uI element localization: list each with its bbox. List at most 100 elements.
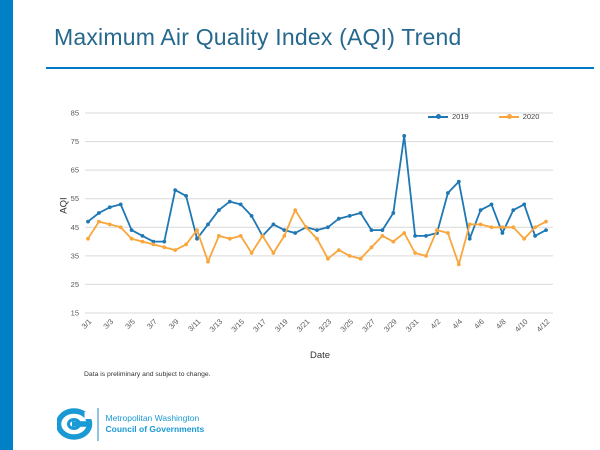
x-tick-label: 3/1 [80,317,94,331]
data-point-2019-3/8 [162,239,167,244]
data-point-2019-3/15 [238,202,243,207]
data-point-2020-4/1 [424,254,428,258]
data-point-2019-3/12 [206,222,210,227]
x-tick-label: 4/10 [513,317,530,334]
data-point-2020-3/3 [107,222,112,227]
x-tick-label: 4/8 [494,317,508,331]
data-point-2019-4/7 [489,202,494,207]
cog-emblem-icon [57,408,93,440]
legend-label-2020: 2020 [522,112,540,121]
data-point-2020-3/25 [347,254,352,258]
data-point-2020-4/6 [478,222,483,227]
chart-legend: 2019 2020 [428,112,539,121]
x-axis-title: Date [309,350,331,361]
data-point-2020-3/29 [391,239,396,244]
data-point-2019-4/10 [522,202,527,207]
x-tick-label: 3/9 [167,317,181,331]
data-point-2019-3/25 [347,214,352,218]
data-point-2019-4/1 [424,234,428,238]
data-point-2019-3/18 [271,222,276,227]
data-point-2020-3/6 [140,239,145,244]
data-point-2020-3/28 [380,234,385,238]
logo-divider [97,407,99,441]
data-point-2020-3/18 [271,251,276,255]
data-point-2020-3/14 [227,236,232,241]
legend-item-2019: 2019 [428,112,469,121]
data-point-2020-4/5 [467,222,472,227]
data-point-2019-3/19 [282,228,287,233]
data-point-2019-4/9 [511,208,516,213]
x-tick-label: 3/3 [101,317,115,331]
data-point-2019-4/3 [446,191,450,195]
x-tick-label: 3/15 [229,317,246,334]
x-tick-label: 3/21 [295,317,312,334]
legend-swatch-2020-icon [498,114,519,119]
x-tick-label: 4/6 [472,317,486,331]
data-point-2019-3/23 [326,225,330,230]
data-point-2020-4/10 [522,236,527,241]
data-point-2020-3/8 [162,245,167,250]
x-tick-label: 3/19 [273,317,290,334]
data-point-2019-4/11 [533,234,537,238]
data-point-2020-3/7 [151,242,156,247]
data-point-2019-3/30 [402,134,407,138]
data-point-2019-4/6 [478,208,483,213]
data-point-2020-3/19 [282,234,287,238]
data-point-2020-4/2 [435,228,439,233]
x-tick-label: 3/27 [360,317,377,334]
data-point-2019-3/28 [380,228,385,233]
data-point-2019-3/11 [195,236,199,241]
y-tick-label: 35 [71,251,79,260]
y-tick-label: 75 [71,137,79,146]
y-tick-label: 15 [71,309,79,318]
x-tick-label: 3/11 [186,317,202,333]
left-accent-bar [0,0,13,450]
data-point-2020-4/4 [456,262,461,267]
data-point-2019-3/3 [107,205,112,210]
x-tick-label: 4/12 [535,317,552,334]
x-tick-label: 3/5 [123,317,137,331]
cog-logo: Metropolitan Washington Council of Gover… [57,407,204,441]
y-tick-label: 25 [71,280,79,289]
data-point-2020-3/13 [217,234,221,238]
x-tick-labels: 3/1 3/3 3/5 3/7 3/9 3/11 3/13 3/15 3/17 3/19 3/21 3… [80,317,552,334]
y-tick-label: 65 [71,166,79,175]
data-point-2019-3/26 [358,211,363,215]
data-point-2020-3/26 [358,256,363,261]
data-point-2020-4/12 [544,219,548,224]
data-point-2020-3/15 [238,234,243,238]
y-tick-label: 85 [71,109,79,118]
data-point-2020-3/9 [173,248,178,253]
data-point-2020-3/1 [86,236,90,241]
data-point-2019-3/24 [336,216,341,221]
data-point-2020-4/8 [500,225,505,230]
data-point-2020-3/10 [184,242,189,247]
data-point-2020-3/5 [129,236,134,241]
y-tick-label: 45 [71,223,79,232]
logo-org-line2: Council of Governments [105,424,205,434]
data-point-2019-4/12 [544,228,548,233]
data-point-2020-3/4 [118,225,123,230]
data-point-2019-3/7 [151,239,156,244]
data-point-2019-4/5 [467,236,472,241]
data-point-2019-3/22 [315,228,319,233]
data-point-2020-3/24 [336,248,341,253]
data-point-2020-3/21 [304,225,308,230]
data-point-2019-3/9 [173,188,178,193]
legend-item-2020: 2020 [498,112,540,121]
data-point-2020-3/12 [206,259,210,264]
data-point-2019-4/4 [456,179,461,184]
x-tick-label: 3/25 [338,317,355,334]
logo-text: Metropolitan Washington Council of Gover… [106,413,205,434]
gridlines-group [85,112,553,314]
data-point-2019-3/16 [249,214,254,218]
data-point-2019-4/8 [500,231,505,235]
legend-swatch-2019-icon [428,114,448,119]
data-point-2019-3/1 [86,219,90,224]
data-point-2020-3/17 [260,234,265,238]
x-tick-label: 3/7 [145,317,159,331]
series-2019 [86,134,548,244]
x-tick-label: 3/31 [404,317,421,334]
data-point-2019-3/4 [118,202,123,207]
